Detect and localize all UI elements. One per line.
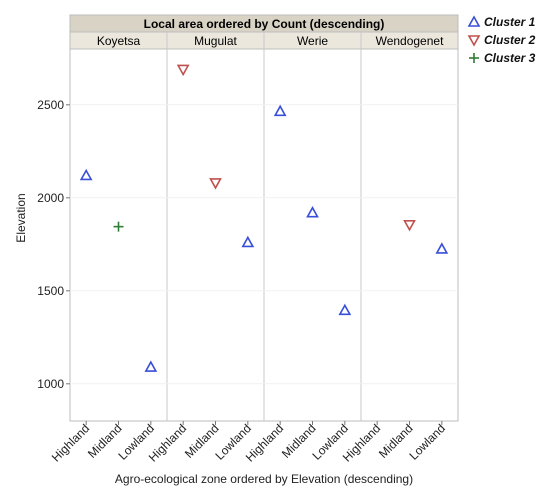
panels-layer: Koyetsa Mugulat Werie Wendogenet (97, 32, 444, 421)
panel-label: Koyetsa (97, 34, 141, 48)
y-tick-label: 1000 (37, 377, 64, 391)
x-axis-label: Agro-ecological zone ordered by Elevatio… (115, 472, 413, 486)
y-tick-label: 2500 (37, 98, 64, 112)
legend-label: Cluster 3 (484, 51, 536, 65)
panel-label: Werie (297, 34, 328, 48)
cluster-1-point (306, 206, 319, 218)
cluster-1-point (241, 235, 255, 248)
chart-title: Local area ordered by Count (descending) (144, 17, 385, 31)
legend-marker (467, 15, 481, 27)
cluster-1-point (273, 104, 287, 117)
legend-marker (469, 53, 479, 63)
x-tick-label: Lowland (406, 421, 448, 463)
y-tick-label: 1500 (37, 284, 64, 298)
y-tick-label: 2000 (37, 191, 64, 205)
legend: Cluster 1 Cluster 2 Cluster 3 (467, 15, 536, 65)
cluster-3-point (113, 221, 124, 232)
legend-label: Cluster 1 (484, 15, 536, 29)
cluster-2-point (209, 178, 222, 190)
grid-layer (70, 104, 458, 385)
cluster-1-point (144, 360, 158, 372)
legend-label: Cluster 2 (484, 33, 536, 47)
x-axis: HighlandMidlandLowlandHighlandMidlandLow… (49, 421, 448, 465)
cluster-2-point (176, 64, 190, 77)
cluster-1-point (435, 242, 449, 254)
y-axis-label: Elevation (14, 193, 28, 242)
panel-label: Mugulat (194, 34, 237, 48)
x-tick-label: Highland (49, 421, 92, 464)
legend-marker (467, 35, 481, 47)
cluster-1-point (338, 303, 352, 316)
cluster-2-point (403, 219, 416, 232)
panel-label: Wendogenet (376, 34, 445, 48)
data-points (79, 64, 449, 372)
cluster-1-point (79, 168, 93, 181)
y-axis: 1000 1500 2000 2500 (37, 98, 70, 391)
